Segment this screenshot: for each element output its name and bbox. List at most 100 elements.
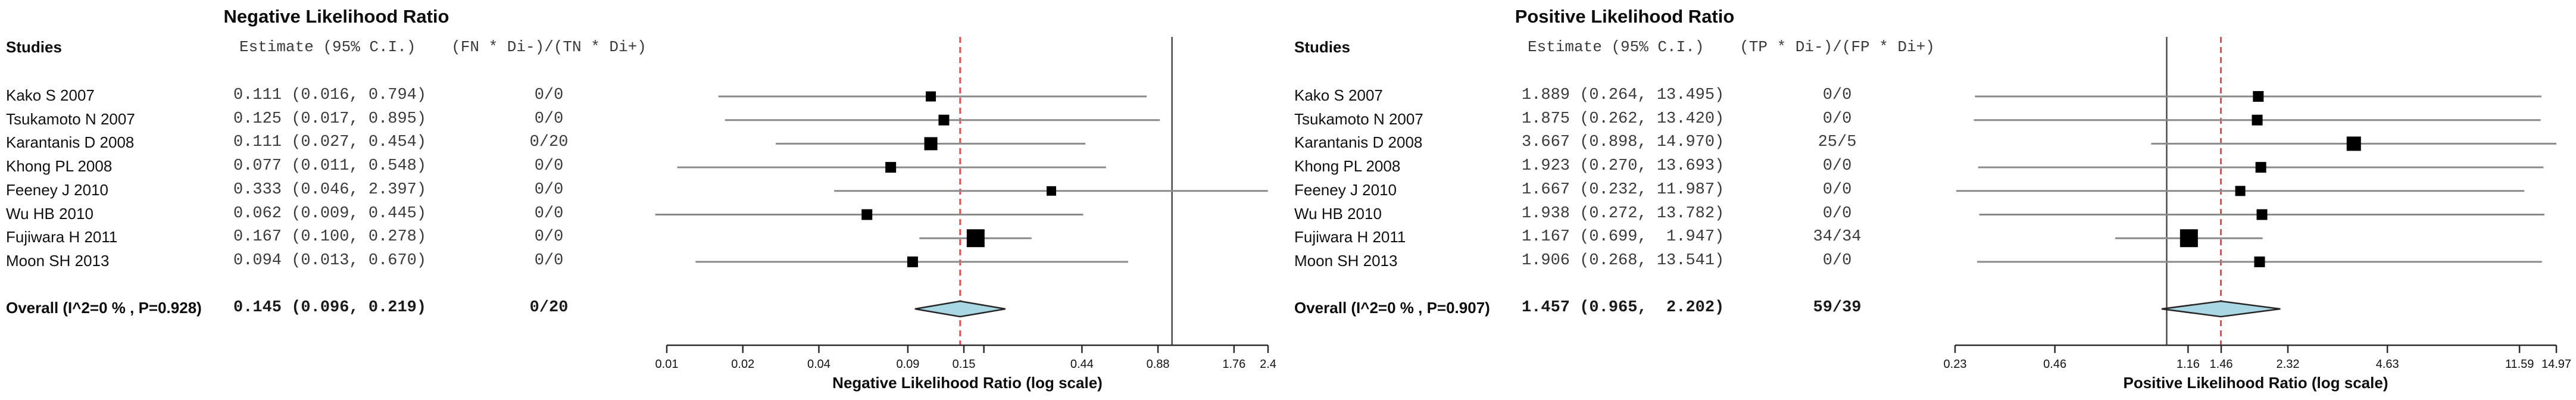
count-value: 0/0 bbox=[534, 228, 564, 246]
estimate-marker bbox=[2252, 114, 2263, 126]
count-value: 0/0 bbox=[1822, 204, 1852, 223]
panel-title: Positive Likelihood Ratio bbox=[1515, 6, 1735, 27]
count-value: 0/0 bbox=[534, 157, 564, 176]
estimate-value: 0.333 (0.046, 2.397) bbox=[233, 180, 427, 199]
axis-tick-label: 1.46 bbox=[2210, 358, 2233, 371]
axis-tick-label: 14.97 bbox=[2541, 358, 2571, 371]
forest-svg: 0.01 0.02 0.04 0.09 0.15 0.44 0.88 1.76 2.4 Negat… bbox=[655, 37, 1276, 392]
estimate-value: 1.889 (0.264, 13.495) bbox=[1522, 86, 1725, 104]
estimate-marker bbox=[966, 229, 985, 248]
estimate-value: 0.111 (0.016, 0.794) bbox=[233, 86, 427, 104]
overall-label: Overall (I^2=0 % , P=0.907) bbox=[1294, 299, 1490, 317]
overall-estimate-value: 1.457 (0.965, 2.202) bbox=[1522, 299, 1725, 317]
estimate-value: 0.125 (0.017, 0.895) bbox=[233, 110, 427, 128]
study-name: Wu HB 2010 bbox=[1294, 204, 1382, 223]
overall-count-value: 59/39 bbox=[1813, 299, 1862, 317]
study-name: Tsukamoto N 2007 bbox=[6, 110, 135, 128]
count-value: 34/34 bbox=[1813, 228, 1862, 246]
estimate-marker bbox=[2255, 162, 2266, 173]
estimate-marker bbox=[924, 137, 938, 151]
estimate-marker bbox=[2180, 229, 2198, 248]
axis-tick-label: 4.63 bbox=[2376, 358, 2399, 371]
estimate-marker bbox=[2254, 256, 2265, 267]
count-value: 0/0 bbox=[1822, 251, 1852, 270]
study-name: Feeney J 2010 bbox=[1294, 180, 1397, 199]
study-name: Kako S 2007 bbox=[1294, 86, 1383, 104]
forest-svg: 0.23 0.46 1.16 1.46 2.32 4.63 11.59 14.97 Positi… bbox=[1944, 37, 2571, 392]
study-name: Wu HB 2010 bbox=[6, 204, 93, 223]
study-name: Moon SH 2013 bbox=[6, 251, 110, 270]
estimate-value: 0.062 (0.009, 0.445) bbox=[233, 204, 427, 223]
overall-diamond bbox=[2161, 300, 2281, 318]
axis-tick-label: 0.09 bbox=[896, 358, 919, 371]
column-header-studies: Studies bbox=[6, 38, 62, 56]
axis-tick-label: 11.59 bbox=[2505, 358, 2534, 371]
axis-tick-label: 1.76 bbox=[1222, 358, 1245, 371]
count-value: 0/0 bbox=[1822, 86, 1852, 104]
study-name: Feeney J 2010 bbox=[6, 180, 109, 199]
study-name: Karantanis D 2008 bbox=[1294, 133, 1423, 152]
axis-tick-label: 0.23 bbox=[1944, 358, 1967, 371]
axis-tick-label: 2.4 bbox=[1260, 358, 1276, 371]
axis-tick-label: 0.46 bbox=[2043, 358, 2066, 371]
axis-tick-label: 0.02 bbox=[731, 358, 754, 371]
axis-tick-label: 1.16 bbox=[2177, 358, 2200, 371]
estimate-value: 0.077 (0.011, 0.548) bbox=[233, 157, 427, 176]
estimate-value: 1.667 (0.232, 11.987) bbox=[1522, 180, 1725, 199]
overall-label: Overall (I^2=0 % , P=0.928) bbox=[6, 299, 202, 317]
estimate-value: 1.906 (0.268, 13.541) bbox=[1522, 251, 1725, 270]
axis-tick-label: 2.32 bbox=[2277, 358, 2300, 371]
estimate-marker bbox=[2256, 209, 2268, 220]
estimate-value: 0.111 (0.027, 0.454) bbox=[233, 133, 427, 152]
study-name: Moon SH 2013 bbox=[1294, 251, 1398, 270]
estimate-value: 1.875 (0.262, 13.420) bbox=[1522, 110, 1725, 128]
study-name: Khong PL 2008 bbox=[6, 157, 113, 176]
estimate-value: 3.667 (0.898, 14.970) bbox=[1522, 133, 1725, 152]
axis-tick-label: 0.44 bbox=[1070, 358, 1094, 371]
column-header-studies: Studies bbox=[1294, 38, 1350, 56]
study-name: Fujiwara H 2011 bbox=[6, 228, 118, 246]
overall-count-value: 0/20 bbox=[529, 299, 569, 317]
estimate-marker bbox=[2235, 186, 2246, 196]
study-name: Fujiwara H 2011 bbox=[1294, 228, 1406, 246]
study-name: Khong PL 2008 bbox=[1294, 157, 1401, 176]
panel-title: Negative Likelihood Ratio bbox=[223, 6, 449, 27]
count-value: 0/0 bbox=[534, 251, 564, 270]
estimate-marker bbox=[1047, 186, 1057, 196]
count-value: 0/0 bbox=[1822, 180, 1852, 199]
count-value: 25/5 bbox=[1818, 133, 1857, 152]
count-value: 0/0 bbox=[534, 110, 564, 128]
count-value: 0/0 bbox=[534, 86, 564, 104]
count-value: 0/0 bbox=[1822, 157, 1852, 176]
column-header-estimate: Estimate (95% C.I.) bbox=[1528, 38, 1704, 56]
column-header-counts: (TP * Di-)/(FP * Di+) bbox=[1740, 38, 1935, 56]
count-value: 0/20 bbox=[529, 133, 569, 152]
estimate-marker bbox=[926, 91, 936, 102]
overall-estimate-value: 0.145 (0.096, 0.219) bbox=[233, 299, 427, 317]
axis-tick-label: 0.04 bbox=[807, 358, 830, 371]
study-name: Karantanis D 2008 bbox=[6, 133, 135, 152]
estimate-marker bbox=[2346, 136, 2361, 151]
count-value: 0/0 bbox=[534, 204, 564, 223]
axis-tick-label: 0.01 bbox=[655, 358, 679, 371]
x-axis-title: Positive Likelihood Ratio (log scale) bbox=[2124, 374, 2388, 392]
estimate-marker bbox=[2253, 91, 2264, 102]
estimate-value: 1.938 (0.272, 13.782) bbox=[1522, 204, 1725, 223]
study-name: Kako S 2007 bbox=[6, 86, 95, 104]
estimate-marker bbox=[861, 209, 873, 220]
panel-negative-lr: Negative Likelihood Ratio Studies Estimate… bbox=[6, 6, 1276, 392]
estimate-value: 0.094 (0.013, 0.670) bbox=[233, 251, 427, 270]
count-value: 0/0 bbox=[1822, 110, 1852, 128]
axis-tick-label: 0.15 bbox=[953, 358, 976, 371]
axis-tick-label: 0.88 bbox=[1147, 358, 1170, 371]
estimate-marker bbox=[907, 256, 918, 267]
estimate-marker bbox=[885, 162, 897, 173]
x-axis-title: Negative Likelihood Ratio (log scale) bbox=[832, 374, 1103, 392]
panel-positive-lr: Positive Likelihood Ratio Studies Estimate… bbox=[1288, 0, 2576, 400]
overall-diamond bbox=[914, 300, 1006, 318]
column-header-estimate: Estimate (95% C.I.) bbox=[239, 38, 416, 56]
estimate-value: 1.923 (0.270, 13.693) bbox=[1522, 157, 1725, 176]
estimate-value: 0.167 (0.100, 0.278) bbox=[233, 228, 427, 246]
estimate-marker bbox=[938, 114, 950, 126]
